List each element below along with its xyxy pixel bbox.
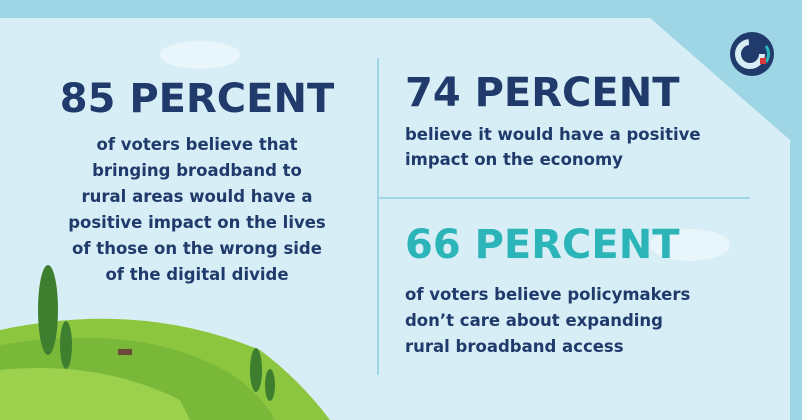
logo bbox=[730, 32, 774, 76]
stat-description: rural areas would have a bbox=[82, 187, 313, 206]
stat-headline: 85 PERCENT bbox=[60, 76, 335, 122]
stat-description: of voters believe policymakers bbox=[405, 285, 691, 304]
panel bbox=[0, 18, 790, 420]
stat-description: of voters believe that bbox=[97, 135, 298, 154]
stat-headline: 74 PERCENT bbox=[405, 70, 680, 116]
stat-description: bringing broadband to bbox=[92, 161, 302, 180]
stat-description: don’t care about expanding bbox=[405, 311, 663, 330]
stat-description: impact on the economy bbox=[405, 150, 623, 169]
stat-description: rural broadband access bbox=[405, 337, 624, 356]
cloud bbox=[650, 229, 730, 261]
stat-description: of the digital divide bbox=[105, 265, 288, 284]
stat-description: positive impact on the lives bbox=[68, 213, 326, 232]
hills bbox=[0, 265, 330, 420]
cloud bbox=[160, 41, 240, 69]
stat-headline: 66 PERCENT bbox=[405, 222, 680, 268]
stat-description: of those on the wrong side bbox=[72, 239, 322, 258]
stat-description: believe it would have a positive bbox=[405, 125, 701, 144]
